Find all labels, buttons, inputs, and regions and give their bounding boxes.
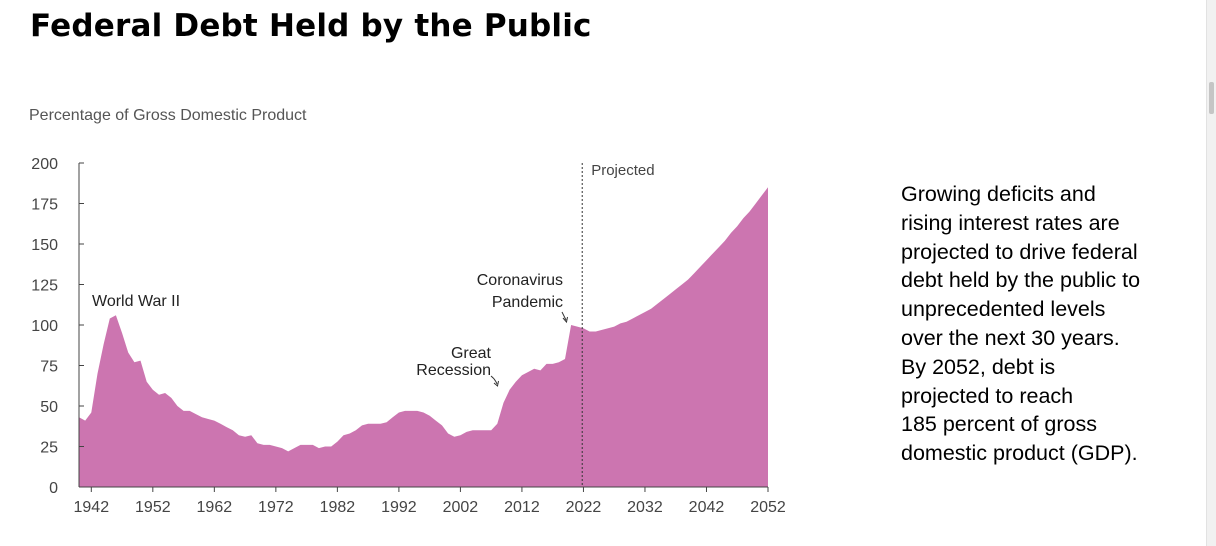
annotation-great-recession-line1: Great	[451, 345, 492, 362]
annotation-coronavirus-line1: Coronavirus	[477, 272, 563, 289]
y-tick-label: 75	[40, 359, 58, 376]
x-tick-label: 1982	[320, 499, 356, 516]
description-line: debt held by the public to	[901, 268, 1141, 293]
scrollbar-thumb[interactable]	[1209, 82, 1214, 114]
description-line: projected to reach	[901, 383, 1074, 408]
x-tick-label: 2012	[504, 499, 540, 516]
y-tick-label: 150	[31, 237, 58, 254]
x-tick-label: 2052	[750, 499, 786, 516]
chart-title: Federal Debt Held by the Public	[30, 8, 592, 44]
annotation-coronavirus-arrowhead	[562, 316, 568, 324]
debt-area	[79, 187, 768, 488]
description-line: unprecedented levels	[901, 297, 1106, 322]
annotation-great-recession-arrowhead	[493, 380, 499, 387]
vertical-scrollbar[interactable]	[1206, 0, 1216, 546]
x-tick-label: 2002	[443, 499, 479, 516]
x-tick-label: 1992	[381, 499, 417, 516]
description-line: domestic product (GDP).	[901, 441, 1138, 466]
y-tick-label: 175	[31, 197, 58, 214]
y-axis-label: Percentage of Gross Domestic Product	[29, 107, 307, 124]
y-tick-label: 0	[49, 480, 58, 497]
annotation-coronavirus-arrow	[561, 311, 567, 321]
debt-area-chart: 0 25 50 75 100 125 150 175 200 1942 1952 1962 1972 19…	[31, 156, 786, 516]
description-line: 185 percent of gross	[901, 412, 1098, 437]
x-tick-label: 1942	[74, 499, 110, 516]
y-tick-label: 200	[31, 156, 58, 173]
x-tick-label: 1952	[135, 499, 171, 516]
y-tick-label: 25	[40, 440, 58, 457]
x-tick-label: 2022	[566, 499, 602, 516]
description-line: Growing deficits and	[901, 182, 1096, 206]
y-tick-label: 100	[31, 318, 58, 335]
x-tick-label: 2042	[689, 499, 725, 516]
description-line: By 2052, debt is	[901, 354, 1056, 379]
description-text: Growing deficits and rising interest rate…	[901, 180, 1191, 468]
annotation-world-war-ii: World War II	[92, 293, 180, 310]
projected-label: Projected	[591, 162, 654, 179]
description-line: rising interest rates are	[901, 210, 1120, 235]
description-line: projected to drive federal	[901, 239, 1138, 264]
y-tick-label: 125	[31, 278, 58, 295]
x-tick-label: 1962	[197, 499, 233, 516]
x-tick-label: 1972	[258, 499, 294, 516]
y-tick-label: 50	[40, 399, 58, 416]
annotation-great-recession-line2: Recession	[416, 362, 491, 379]
x-tick-label: 2032	[627, 499, 663, 516]
description-line: over the next 30 years.	[901, 325, 1120, 350]
annotation-great-recession-arrow	[490, 375, 498, 385]
annotation-coronavirus-line2: Pandemic	[492, 294, 563, 311]
